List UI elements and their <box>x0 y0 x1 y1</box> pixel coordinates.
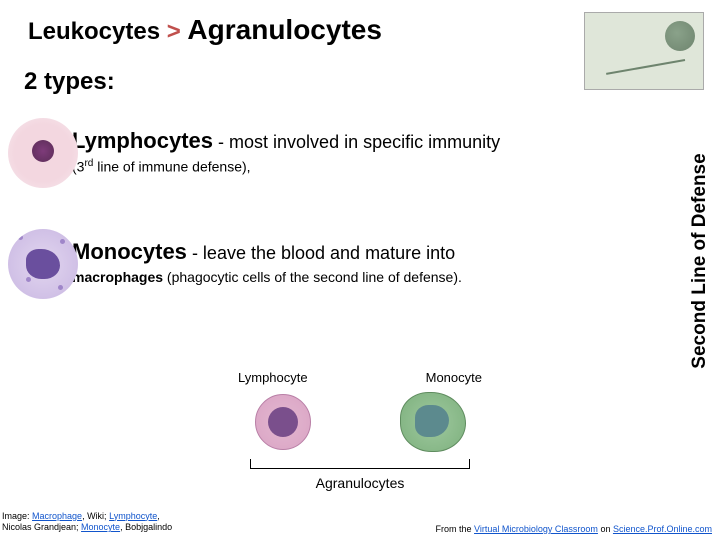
monocyte-desc: - leave the blood and mature into <box>192 243 455 263</box>
breadcrumb-sep: > <box>167 18 181 45</box>
title-part1: Leukocytes <box>28 18 160 45</box>
list-item-monocytes: Monocytes - leave the blood and mature i… <box>0 235 720 285</box>
footer: Image: Macrophage, Wiki; Lymphocyte, Nic… <box>0 511 712 534</box>
virtual-classroom-link[interactable]: Virtual Microbiology Classroom <box>474 524 598 534</box>
sidebar-label: Second Line of Defense <box>682 140 710 380</box>
diagram-bracket-label: Agranulocytes <box>210 475 510 491</box>
lymphocyte-desc: - most involved in specific immunity <box>218 132 500 152</box>
monocyte-link[interactable]: Monocyte <box>81 522 120 532</box>
second-line-of-defense-label: Second Line of Defense <box>689 151 711 371</box>
lymphocyte-link[interactable]: Lymphocyte <box>109 511 157 521</box>
source-credit: From the Virtual Microbiology Classroom … <box>436 524 712 534</box>
monocyte-sub: macrophages (phagocytic cells of the sec… <box>72 269 462 285</box>
monocyte-term: Monocytes <box>72 239 187 264</box>
macrophage-link[interactable]: Macrophage <box>32 511 82 521</box>
diagram-label-monocyte: Monocyte <box>426 370 482 385</box>
diagram-monocyte-icon <box>400 392 466 452</box>
lymphocyte-sub: (3rd line of immune defense), <box>72 158 500 175</box>
lymphocyte-image <box>8 118 78 188</box>
macrophage-image <box>584 12 704 90</box>
monocyte-text: Monocytes - leave the blood and mature i… <box>72 235 462 285</box>
scienceprofonline-link[interactable]: Science.Prof.Online.com <box>613 524 712 534</box>
image-credits: Image: Macrophage, Wiki; Lymphocyte, Nic… <box>0 511 172 534</box>
monocyte-image <box>8 229 78 299</box>
diagram-lymphocyte-icon <box>255 394 311 450</box>
slide: Leukocytes > Agranulocytes 2 types: Lymp… <box>0 0 720 540</box>
diagram-label-lymphocyte: Lymphocyte <box>238 370 308 385</box>
title-part2: Agranulocytes <box>187 14 382 45</box>
agranulocytes-diagram: Lymphocyte Monocyte Agranulocytes <box>210 370 510 491</box>
lymphocyte-term: Lymphocytes <box>72 128 213 153</box>
diagram-bracket <box>250 459 470 473</box>
list-item-lymphocytes: Lymphocytes - most involved in specific … <box>0 124 720 175</box>
lymphocyte-text: Lymphocytes - most involved in specific … <box>72 124 500 175</box>
